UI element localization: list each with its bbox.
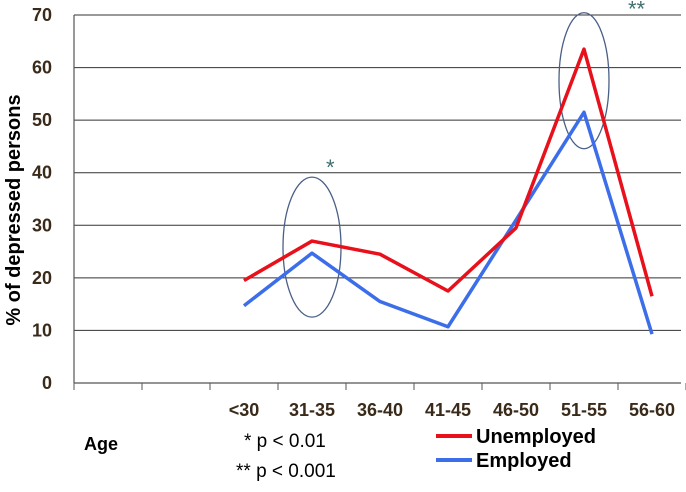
series-line-unemployed xyxy=(243,47,654,297)
series-lines xyxy=(242,47,654,335)
axes xyxy=(73,15,686,390)
significance-marker: ** xyxy=(628,0,646,22)
y-tick-label: 70 xyxy=(32,5,52,25)
series-line-employed xyxy=(242,110,654,335)
y-tick-labels: 0 10 20 30 40 50 60 70 xyxy=(32,5,52,393)
x-tick-label: 41-45 xyxy=(425,400,471,420)
significance-marker: * xyxy=(326,155,335,180)
y-tick-label: 40 xyxy=(32,163,52,183)
y-tick-label: 20 xyxy=(32,268,52,288)
gridlines xyxy=(74,14,681,331)
x-tick-label: 51-55 xyxy=(561,400,607,420)
y-tick-label: 60 xyxy=(32,58,52,78)
note-p001: * p < 0.01 xyxy=(244,431,326,452)
legend-label: Employed xyxy=(476,450,572,472)
x-axis-label: Age xyxy=(84,434,118,454)
x-tick-label: <30 xyxy=(229,400,260,420)
y-tick-label: 0 xyxy=(42,373,52,393)
significance-markers: *** xyxy=(326,0,646,180)
note-p0001: ** p < 0.001 xyxy=(236,461,336,482)
x-tick-label: 36-40 xyxy=(357,400,403,420)
x-tick-label: 56-60 xyxy=(629,400,675,420)
y-tick-label: 50 xyxy=(32,110,52,130)
x-tick-labels: <30 31-35 36-40 41-45 46-50 51-55 56-60 xyxy=(229,400,675,420)
significance-ellipse xyxy=(282,176,342,318)
significance-ellipse xyxy=(558,12,610,150)
x-tick-label: 31-35 xyxy=(289,400,335,420)
y-tick-label: 10 xyxy=(32,320,52,340)
y-axis-label: % of depressed persons xyxy=(3,94,25,325)
x-tick-label: 46-50 xyxy=(493,400,539,420)
y-tick-label: 30 xyxy=(32,215,52,235)
legend-label: Unemployed xyxy=(476,426,596,448)
